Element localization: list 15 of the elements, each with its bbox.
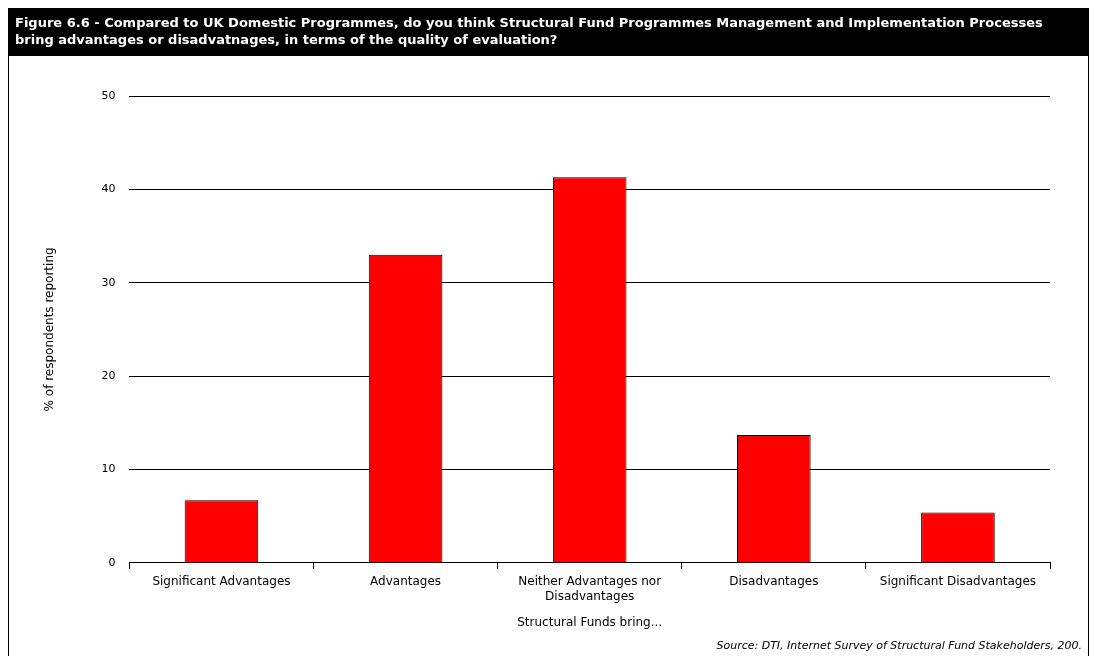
y-tick-label: 40 — [101, 182, 116, 196]
y-axis-title: % of respondents reporting — [42, 247, 57, 412]
x-tick-label: Advantages — [370, 574, 442, 589]
x-tick-label: Significant Disadvantages — [879, 574, 1037, 589]
y-tick-label: 0 — [108, 555, 116, 569]
x-tick-label: Neither Advantages nor Disadvantages — [518, 574, 662, 603]
x-tick-label: Significant Advantages — [152, 574, 291, 589]
x-axis-title: Structural Funds bring... — [517, 614, 663, 629]
y-tick-label: 20 — [101, 368, 116, 382]
y-tick-label: 30 — [101, 275, 116, 289]
y-tick-label: 10 — [101, 462, 116, 476]
source-note: Source: DTI, Internet Survey of Structural Fund Stakeholders, 200. — [716, 639, 1082, 653]
x-tick-label: Disadvantages — [729, 574, 819, 589]
chart-title: Figure 6.6 - Compared to UK Domestic Programmes, do you think Structural Fund Programmes Management and Implementation Processes bring advantages or disadvatnages, in terms of the quality of evaluation? — [9, 8, 1088, 56]
y-tick-label: 50 — [101, 88, 116, 102]
